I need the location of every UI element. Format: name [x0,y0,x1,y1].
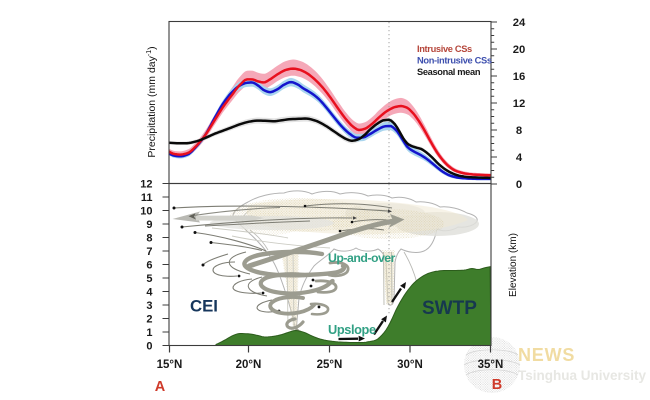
svg-text:20: 20 [513,44,526,56]
svg-text:Elevation (km): Elevation (km) [508,233,519,297]
svg-text:Upslope: Upslope [328,322,376,337]
svg-text:Precipitation (mm day-1): Precipitation (mm day-1) [146,46,158,157]
svg-text:Tsinghua University: Tsinghua University [518,368,647,383]
svg-text:Intrusive CSs: Intrusive CSs [417,44,472,54]
svg-text:4: 4 [146,287,153,299]
svg-text:0: 0 [516,179,522,191]
svg-text:B: B [492,377,502,393]
svg-text:24: 24 [513,17,526,29]
svg-text:0: 0 [146,341,152,353]
svg-text:5: 5 [146,273,152,285]
svg-text:3: 3 [146,300,152,312]
svg-text:9: 9 [146,219,152,231]
svg-text:Up-and-over: Up-and-over [328,251,396,265]
svg-text:2: 2 [146,314,152,326]
svg-text:8: 8 [146,233,152,245]
svg-text:7: 7 [146,246,152,258]
svg-text:30°N: 30°N [397,359,423,371]
svg-text:25°N: 25°N [317,359,343,371]
svg-text:NEWS: NEWS [518,345,575,365]
svg-text:10: 10 [140,206,152,218]
svg-text:16: 16 [513,71,526,83]
svg-text:A: A [155,379,166,395]
svg-text:8: 8 [516,125,522,137]
svg-text:Non-intrusive CSs: Non-intrusive CSs [417,56,492,66]
svg-text:15°N: 15°N [157,359,183,371]
svg-text:4: 4 [516,152,523,164]
svg-text:12: 12 [513,98,526,110]
svg-text:6: 6 [146,260,152,272]
svg-text:CEI: CEI [190,297,218,316]
svg-text:1: 1 [146,327,152,339]
svg-text:35°N: 35°N [478,359,504,371]
svg-text:SWTP: SWTP [422,298,477,319]
svg-text:Seasonal mean: Seasonal mean [417,67,481,77]
svg-text:11: 11 [141,192,153,204]
svg-text:20°N: 20°N [236,359,262,371]
svg-text:12: 12 [140,179,152,191]
